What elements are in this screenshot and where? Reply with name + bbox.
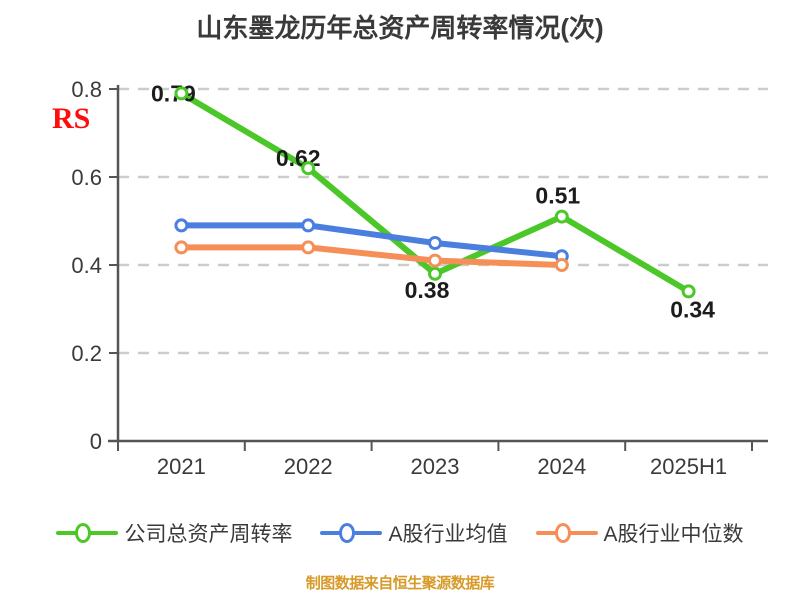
legend-dot-icon <box>75 523 92 543</box>
series-line-2 <box>178 244 565 268</box>
data-point-label: 0.51 <box>535 183 580 209</box>
x-axis-tick-label: 2021 <box>157 454 206 479</box>
data-point-marker[interactable] <box>301 218 316 233</box>
legend-marker-icon <box>56 520 119 546</box>
legend-item-2[interactable]: A股行业中位数 <box>535 518 744 548</box>
data-point-label: 0.38 <box>405 277 450 303</box>
x-axis-tick-label: 2024 <box>537 454 586 479</box>
x-axis-tick-label: 2022 <box>284 454 333 479</box>
legend-item-label: A股行业中位数 <box>603 523 744 546</box>
y-axis-tick-label: 0.2 <box>71 341 102 366</box>
series-line-1 <box>178 222 565 260</box>
line-chart-plot: 0 0.2 0.4 0.6 0.8 2021 2022 2023 2024 2025H1 0.79 0… <box>71 77 768 479</box>
legend-item-label: A股行业均值 <box>388 523 508 546</box>
data-point-marker[interactable] <box>428 266 442 281</box>
data-point-marker[interactable] <box>554 258 569 272</box>
x-axis-tick-label: 2023 <box>411 454 460 479</box>
legend-marker-icon <box>535 520 598 546</box>
data-point-marker[interactable] <box>428 236 442 250</box>
legend-item-label: 公司总资产周转率 <box>124 523 293 546</box>
legend-dot-icon <box>339 523 356 543</box>
source-note: 制图数据来自恒生聚源数据库 <box>305 575 495 592</box>
data-point-marker[interactable] <box>681 284 696 299</box>
y-axis-tick-label: 0.6 <box>71 165 102 190</box>
chart-title: 山东墨龙历年总资产周转率情况(次) <box>196 13 604 43</box>
data-point-marker[interactable] <box>301 240 316 255</box>
data-point-marker[interactable] <box>174 86 189 101</box>
legend-marker-icon <box>320 520 383 546</box>
data-point-marker[interactable] <box>554 209 569 224</box>
x-axis-tick-label: 2025H1 <box>650 454 727 479</box>
data-point-marker[interactable] <box>174 218 189 233</box>
y-axis-tick-label: 0.4 <box>71 253 102 278</box>
data-point-label: 0.34 <box>670 296 715 322</box>
data-point-marker[interactable] <box>174 240 189 255</box>
data-point-marker[interactable] <box>301 161 316 176</box>
data-point-label: 0.79 <box>151 80 196 106</box>
legend-item-1[interactable]: A股行业均值 <box>320 518 508 548</box>
data-point-marker[interactable] <box>428 253 442 268</box>
y-axis-tick-label: 0 <box>90 429 102 454</box>
legend-item-0[interactable]: 公司总资产周转率 <box>56 518 292 548</box>
y-axis-tick-label: 0.8 <box>71 77 102 102</box>
watermark-logo: RS <box>52 102 91 135</box>
chart-legend: 公司总资产周转率 A股行业均值 A股行业中位数 <box>0 518 800 548</box>
legend-dot-icon <box>554 523 571 543</box>
